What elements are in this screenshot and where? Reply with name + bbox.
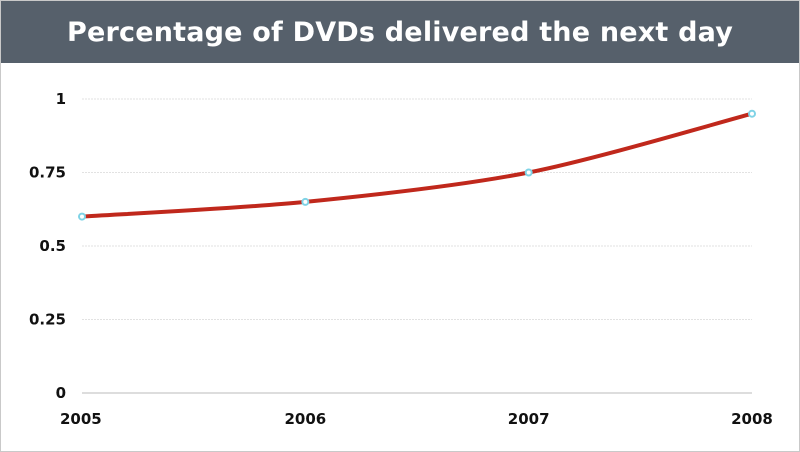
y-tick-label: 1 — [56, 90, 66, 108]
y-tick-label: 0.25 — [29, 311, 66, 329]
series — [80, 111, 754, 219]
x-tick-label: 2008 — [731, 410, 773, 428]
x-tick-label: 2006 — [284, 410, 326, 428]
series-line — [80, 111, 754, 219]
y-tick-label: 0.5 — [39, 237, 66, 255]
title-bar: Percentage of DVDs delivered the next da… — [1, 1, 799, 63]
data-point — [301, 197, 310, 206]
x-tick-labels: 2005 2006 2007 2008 — [60, 410, 773, 428]
y-tick-label: 0 — [56, 384, 66, 402]
data-point — [524, 168, 533, 177]
x-tick-label: 2005 — [60, 410, 102, 428]
data-point — [748, 109, 756, 118]
chart-title: Percentage of DVDs delivered the next da… — [66, 16, 734, 48]
data-point — [78, 212, 86, 221]
markers — [78, 109, 756, 221]
x-tick-label: 2007 — [508, 410, 550, 428]
y-tick-labels: 0 0.25 0.5 0.75 1 — [29, 90, 66, 402]
gridlines — [82, 98, 752, 320]
y-tick-label: 0.75 — [29, 164, 66, 182]
